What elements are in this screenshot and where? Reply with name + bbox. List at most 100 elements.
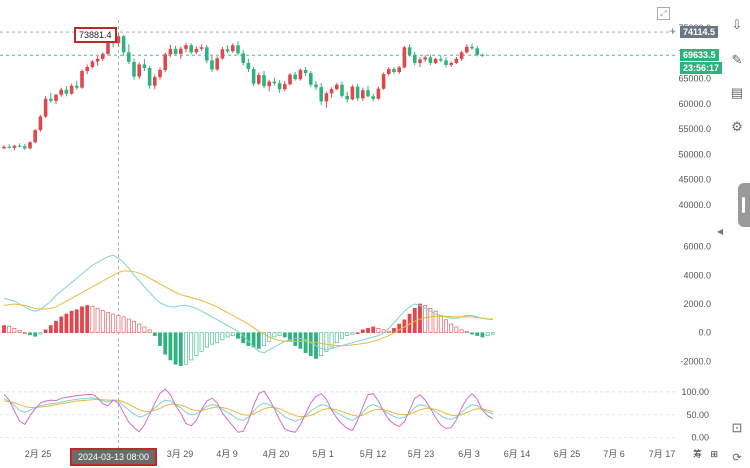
macd-histogram-bar [69,310,74,333]
candle-body [355,86,360,99]
candle-countdown-tag: 23:56:17 [680,62,723,74]
candle-body [371,96,375,99]
macd-tick-label: 4000.0 [683,270,711,280]
time-axis-label: 5月 12 [360,449,387,459]
candle-body [402,47,407,68]
macd-histogram-bar [80,306,84,333]
macd-histogram-bar [163,332,168,355]
candle [38,114,43,132]
candle-body [106,37,110,54]
macd-tick-label: -2000.0 [680,356,711,366]
candle-body [366,90,370,97]
macd-dif-line [3,254,493,354]
candle-body [12,145,17,148]
candle-body [470,46,474,49]
macd-histogram-bar [220,332,225,341]
candle-body [413,54,417,63]
candle-body [184,45,188,49]
macd-histogram-bar [184,332,188,365]
macd-histogram-bar [43,329,48,333]
candle-body [95,58,100,62]
macd-histogram-bar [360,329,365,333]
candle-body [283,84,287,90]
save-icon[interactable]: ⇩ [731,17,743,32]
macd-histogram-bar [303,332,308,354]
candle-body [418,59,422,63]
macd-histogram-bar [376,328,381,333]
zoom-icon[interactable]: ⊡ [731,420,743,435]
macd-histogram-bar [230,332,235,336]
candle-body [423,57,427,60]
candle [454,56,459,64]
macd-histogram-bar [95,308,100,333]
candle-body [153,77,157,86]
time-axis-label: 5月 1 [312,449,334,459]
indicator-icon[interactable]: ▤ [730,85,744,100]
last-price-tag: 69633.5 [680,49,719,61]
candle-body [381,74,386,89]
candle [459,50,464,61]
draw-tool-icon[interactable]: ✎ [731,52,743,67]
time-axis-label: 4月 20 [263,449,290,459]
expand-icon[interactable]: ⤢ [657,7,670,20]
candle [428,54,433,65]
macd-histogram-bar [152,332,157,336]
candle-body [314,84,318,88]
time-axis-label: 4月 9 [216,449,238,459]
macd-histogram-bar [397,323,402,333]
candle-body [345,95,349,100]
candle-body [272,81,277,84]
candle [17,143,22,148]
candle [303,66,308,77]
time-axis-label: 7月 17 [649,449,676,459]
macd-histogram-bar [111,313,116,333]
candle-body [454,58,459,63]
macd-histogram-bar [121,316,126,333]
macd-histogram-bar [168,332,173,361]
time-axis-label: 3月 29 [167,449,194,459]
candle [205,44,209,64]
macd-histogram-bar [59,316,64,333]
candle-body [459,52,464,59]
macd-histogram-bar [178,332,183,366]
macd-histogram-bar [298,332,303,349]
kdj-tick-label: 0.00 [691,433,709,443]
candle-body [428,57,433,63]
price-tick-label: 60000.0 [678,99,711,109]
macd-histogram-bar [106,312,110,333]
plus-icon[interactable]: + [668,24,676,38]
collapse-arrow-icon[interactable]: ◀ [717,227,724,236]
macd-histogram-bar [350,332,355,335]
macd-histogram-bar [459,329,464,333]
candle-body [85,66,89,72]
candle-body [340,84,344,96]
candle [361,87,365,101]
settings-icon[interactable]: ⚙ [731,119,743,134]
candle [231,43,235,53]
macd-histogram-bar [173,332,178,365]
macd-tick-label: 0.0 [698,328,711,338]
toolbar-right-label[interactable]: 筹 ⊞ [693,449,722,459]
macd-histogram-bar [433,310,438,333]
candle [350,84,355,101]
candle [147,65,152,89]
candle [449,61,453,67]
macd-histogram-bar [28,332,32,336]
candle [288,73,292,86]
candle [194,46,199,54]
candle [199,44,204,51]
candle [418,57,422,67]
candle-body [220,49,225,59]
candle-body [64,89,69,94]
macd-histogram-bar [277,332,282,336]
price-tick-label: 45000.0 [678,175,711,185]
candle [142,58,147,72]
refresh-icon[interactable]: ⟳ [732,452,742,464]
candle [23,143,27,150]
side-panel-handle[interactable] [738,183,750,227]
candle-body [7,146,11,148]
candle [210,55,214,73]
candle-body [319,87,323,102]
